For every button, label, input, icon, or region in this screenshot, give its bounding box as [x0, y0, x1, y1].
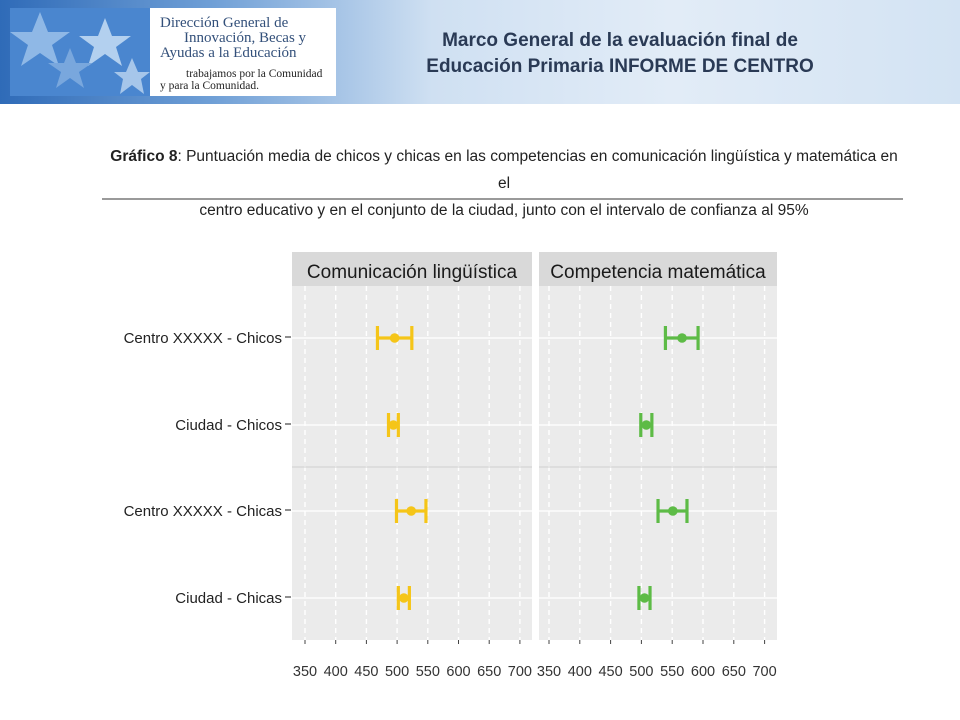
facet-panel: Comunicación lingüística 350 400 450 500 550 6… — [292, 252, 532, 680]
caption-text: : Puntuación media de chicos y chicas en… — [177, 148, 898, 192]
x-tick-label: 350 — [293, 664, 317, 680]
logo-line: Ayudas a la Educación — [160, 45, 297, 61]
x-tick-label: 550 — [660, 664, 684, 680]
logo-line: Innovación, Becas y — [184, 30, 307, 46]
mean-point — [668, 506, 678, 516]
facet-strip-title: Competencia matemática — [550, 262, 766, 283]
x-tick-label: 600 — [691, 664, 715, 680]
mean-point — [641, 420, 652, 430]
x-tick-label: 650 — [477, 664, 501, 680]
facet-strip — [292, 252, 532, 286]
logo-line: Dirección General de — [160, 15, 289, 31]
document-title-line: Marco General de la evaluación final de — [442, 30, 798, 51]
x-tick-label: 500 — [629, 664, 653, 680]
mean-point — [677, 333, 687, 343]
x-tick-label: 700 — [752, 664, 776, 680]
mean-point — [639, 593, 650, 603]
caption-divider — [102, 198, 903, 200]
y-category-label: Ciudad - Chicas — [175, 590, 282, 607]
mean-point — [388, 420, 399, 430]
y-category-label: Centro XXXXX - Chicas — [124, 503, 282, 520]
stars-logo-icon — [10, 8, 150, 96]
slogan-line: y para la Comunidad. — [160, 80, 260, 92]
x-tick-label: 600 — [446, 664, 470, 680]
facet-panel: Competencia matemática 350 400 450 500 550 600… — [537, 252, 777, 680]
x-tick-label: 400 — [324, 664, 348, 680]
logo-slogan: trabajamos por la Comunidad y para la Co… — [160, 68, 323, 92]
x-tick-label: 350 — [537, 664, 561, 680]
mean-point — [406, 506, 417, 516]
facet-strip — [539, 252, 777, 286]
x-tick-label: 400 — [568, 664, 592, 680]
document-title: Marco General de la evaluación final de … — [380, 28, 860, 80]
x-tick-label: 650 — [722, 664, 746, 680]
institution-logo: Dirección General de Innovación, Becas y… — [10, 8, 336, 96]
logo-wordmark: Dirección General de Innovación, Becas y… — [160, 16, 306, 61]
x-tick-label: 700 — [508, 664, 532, 680]
caption-label: Gráfico 8 — [110, 148, 178, 165]
report-header: Dirección General de Innovación, Becas y… — [0, 0, 960, 104]
slogan-line: trabajamos por la Comunidad — [186, 68, 323, 80]
y-category-label: Ciudad - Chicos — [175, 417, 282, 434]
panel-background — [539, 286, 777, 640]
x-tick-label: 450 — [598, 664, 622, 680]
x-tick-label: 450 — [354, 664, 378, 680]
y-category-label: Centro XXXXX - Chicos — [124, 330, 282, 347]
facet-strip-title: Comunicación lingüística — [307, 262, 518, 283]
chart-caption: Gráfico 8: Puntuación media de chicos y … — [104, 143, 904, 224]
caption-text: centro educativo y en el conjunto de la … — [199, 202, 809, 219]
mean-point — [399, 593, 409, 603]
x-tick-label: 500 — [385, 664, 409, 680]
document-title-line: Educación Primaria INFORME DE CENTRO — [426, 56, 814, 77]
mean-point — [389, 333, 400, 343]
x-tick-label: 550 — [416, 664, 440, 680]
